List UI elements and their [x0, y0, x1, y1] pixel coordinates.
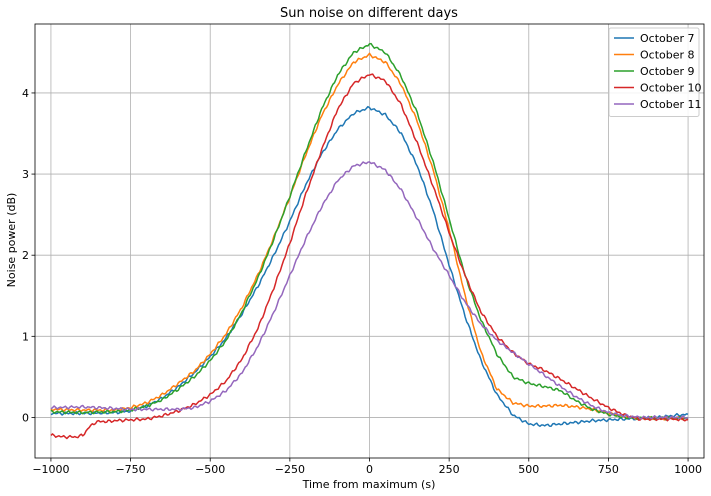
y-tick-label: 0: [22, 411, 29, 424]
x-tick-label: 500: [518, 463, 539, 476]
legend: October 7 October 8 October 9 October 10 Oct…: [608, 27, 702, 117]
y-tick-label: 3: [22, 168, 29, 181]
legend-label: October 9: [640, 65, 695, 78]
legend-label: October 8: [640, 49, 695, 62]
x-tick-label: −500: [195, 463, 225, 476]
legend-box: [608, 27, 700, 117]
x-tick-label: −750: [115, 463, 145, 476]
x-axis-ticks: −1000 −750 −500 −250 0 250 500 750 1000: [32, 458, 702, 476]
series-line-4: [50, 73, 689, 440]
y-tick-label: 2: [22, 249, 29, 262]
y-axis-ticks: 0 1 2 3 4: [22, 87, 35, 424]
x-tick-label: −250: [275, 463, 305, 476]
x-tick-label: 0: [366, 463, 373, 476]
series-line-2: [50, 52, 689, 421]
y-tick-label: 1: [22, 330, 29, 343]
x-tick-label: 1000: [674, 463, 702, 476]
x-tick-label: 750: [598, 463, 619, 476]
x-tick-label: −1000: [32, 463, 69, 476]
legend-label: October 7: [640, 32, 695, 45]
series-line-5: [50, 161, 689, 420]
chart-title: Sun noise on different days: [280, 6, 458, 21]
x-tick-label: 250: [439, 463, 460, 476]
legend-label: October 10: [640, 82, 702, 95]
series-lines: [50, 42, 689, 440]
y-tick-label: 4: [22, 87, 29, 100]
x-axis-title: Time from maximum (s): [302, 478, 436, 491]
series-line-3: [50, 42, 689, 421]
y-axis-title: Noise power (dB): [5, 193, 18, 288]
legend-label: October 11: [640, 98, 702, 111]
